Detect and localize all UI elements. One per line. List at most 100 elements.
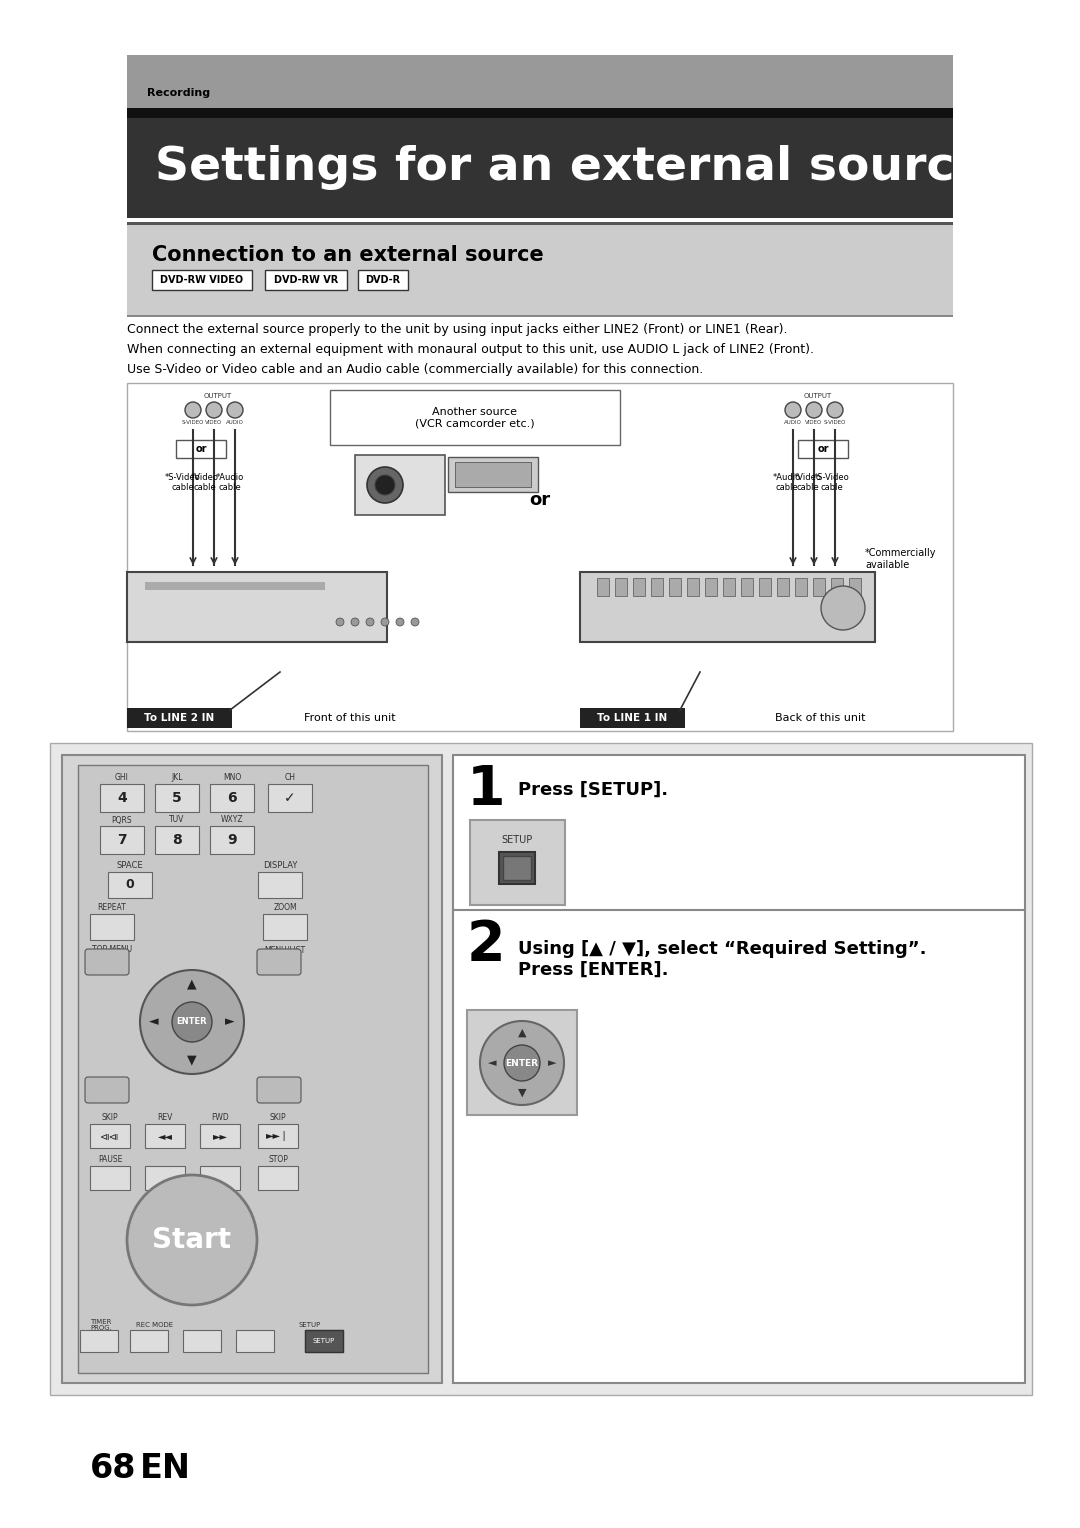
Text: Settings for an external source: Settings for an external source (156, 145, 986, 191)
Bar (80, 1329, 118, 1352)
Bar (580, 707, 685, 727)
Text: 68: 68 (90, 1452, 136, 1485)
Text: SETUP: SETUP (501, 834, 532, 845)
Text: CLEAR: CLEAR (99, 1080, 124, 1089)
Bar (108, 872, 152, 898)
Bar (831, 578, 843, 596)
Text: SPACE: SPACE (117, 862, 144, 871)
Bar (357, 270, 408, 290)
Text: 8: 8 (172, 833, 181, 847)
Circle shape (227, 402, 243, 419)
Bar (258, 1125, 298, 1148)
Bar (258, 1166, 298, 1190)
Bar (687, 578, 699, 596)
Text: 5: 5 (172, 792, 181, 805)
Bar (795, 578, 807, 596)
Circle shape (504, 1045, 540, 1080)
Circle shape (336, 617, 345, 626)
Text: ENTER: ENTER (177, 1018, 207, 1027)
Bar (130, 1329, 168, 1352)
Text: *S-Video
cable: *S-Video cable (165, 474, 201, 492)
Bar (127, 222, 953, 315)
Text: OUTPUT: OUTPUT (804, 393, 832, 399)
Text: DVD-RW VR: DVD-RW VR (274, 275, 338, 286)
Text: 6: 6 (227, 792, 237, 805)
Circle shape (821, 587, 865, 630)
Text: SETUP: SETUP (299, 1322, 321, 1328)
Text: S-VIDEO: S-VIDEO (824, 420, 847, 425)
Text: VIDEO: VIDEO (806, 420, 823, 425)
Text: ⧏⧏: ⧏⧏ (100, 1131, 120, 1141)
Text: 4: 4 (117, 792, 126, 805)
Bar (127, 55, 953, 108)
Text: SETUP: SETUP (313, 1339, 335, 1345)
Bar (470, 821, 565, 905)
Bar (264, 914, 307, 940)
Text: ZOOM: ZOOM (273, 903, 297, 912)
Circle shape (396, 617, 404, 626)
Bar (813, 578, 825, 596)
Text: MNO: MNO (222, 773, 241, 782)
Text: Press [SETUP].: Press [SETUP]. (518, 781, 669, 799)
Circle shape (480, 1021, 564, 1105)
Text: REV: REV (158, 1114, 173, 1123)
Circle shape (351, 617, 359, 626)
Text: SKIP: SKIP (270, 1114, 286, 1123)
Text: Front of this unit: Front of this unit (305, 714, 395, 723)
Text: *Video
cable: *Video cable (191, 474, 219, 492)
Text: TUV: TUV (170, 816, 185, 825)
Bar (455, 461, 531, 487)
Bar (268, 784, 312, 811)
Text: 9: 9 (227, 833, 237, 847)
Text: To LINE 2 IN: To LINE 2 IN (144, 714, 214, 723)
Bar (90, 1125, 130, 1148)
Text: VIDEO: VIDEO (205, 420, 222, 425)
Bar (78, 766, 428, 1374)
Bar (152, 270, 252, 290)
Text: 1: 1 (467, 762, 505, 817)
Text: ►: ► (548, 1057, 556, 1068)
Circle shape (375, 475, 395, 495)
Bar (597, 578, 609, 596)
Circle shape (127, 1175, 257, 1305)
Bar (330, 390, 620, 445)
Bar (305, 1329, 343, 1352)
Bar (127, 118, 953, 219)
Text: *Audio
cable: *Audio cable (773, 474, 801, 492)
Bar (669, 578, 681, 596)
Bar (651, 578, 663, 596)
Bar (210, 827, 254, 854)
Bar (499, 853, 535, 885)
Text: GHI: GHI (116, 773, 129, 782)
Text: *Audio
cable: *Audio cable (216, 474, 244, 492)
Bar (145, 1166, 185, 1190)
Text: ▼: ▼ (517, 1088, 526, 1099)
Bar (200, 1166, 240, 1190)
Text: ►►: ►► (213, 1131, 228, 1141)
Circle shape (806, 402, 822, 419)
FancyBboxPatch shape (257, 1077, 301, 1103)
Text: ▲: ▲ (187, 978, 197, 990)
Text: *S-Video
cable: *S-Video cable (814, 474, 850, 492)
Text: JKL: JKL (172, 773, 183, 782)
Bar (759, 578, 771, 596)
Bar (705, 578, 717, 596)
Bar (100, 827, 144, 854)
Bar (467, 1010, 577, 1115)
Bar (798, 440, 848, 458)
Text: ▲: ▲ (517, 1028, 526, 1038)
Bar (127, 571, 387, 642)
Bar (90, 914, 134, 940)
Text: SKIP: SKIP (102, 1114, 119, 1123)
Bar (50, 743, 1032, 1395)
Circle shape (411, 617, 419, 626)
Text: ◄◄: ◄◄ (158, 1131, 173, 1141)
Text: STOP: STOP (268, 1155, 288, 1164)
Bar (127, 108, 953, 118)
Circle shape (140, 970, 244, 1074)
Bar (265, 270, 347, 290)
Bar (849, 578, 861, 596)
Text: Connect the external source properly to the unit by using input jacks either LIN: Connect the external source properly to … (127, 322, 787, 336)
Text: or: or (195, 445, 206, 454)
Bar (156, 827, 199, 854)
